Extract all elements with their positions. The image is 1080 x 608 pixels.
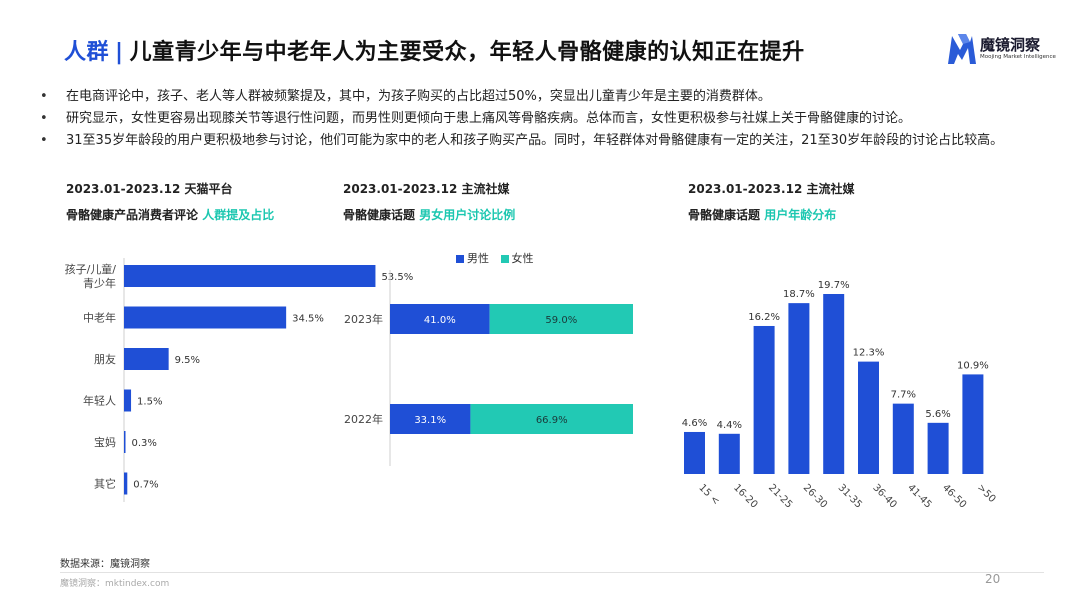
chart3-bar <box>892 403 914 474</box>
chart3-bar <box>823 294 845 474</box>
chart3-category-label: 26-30 <box>801 482 829 510</box>
chart1-bar <box>124 431 126 453</box>
chart3-category-label: 41-45 <box>905 482 933 510</box>
chart1-category-label: 朋友 <box>94 352 116 366</box>
legend-label-male: 男性 <box>467 252 489 265</box>
bullet-item: 在电商评论中，孩子、老人等人群被频繁提及，其中，为孩子购买的占比超过50%，突显… <box>38 86 1038 108</box>
chart3-value-label: 12.3% <box>853 348 885 359</box>
chart2-segment-label: 66.9% <box>536 415 568 426</box>
chart3-bar <box>962 374 984 474</box>
data-source: 数据来源：魔镜洞察 <box>60 559 150 570</box>
chart1-bar <box>124 389 132 412</box>
chart1-value-label: 1.5% <box>137 397 162 408</box>
chart3-subtitle-plain: 骨骼健康话题 <box>688 208 765 222</box>
chart1-value-label: 9.5% <box>175 355 200 366</box>
chart3-period: 2023.01-2023.12 主流社媒 <box>688 182 855 196</box>
legend-swatch-female <box>500 255 509 263</box>
legend-swatch-male <box>456 255 464 263</box>
chart3-bar <box>684 431 705 474</box>
chart3-bar <box>753 325 775 474</box>
legend-label-female: 女性 <box>511 252 534 265</box>
chart1-category-label: 其它 <box>94 477 116 491</box>
chart3-category-label: 31-35 <box>836 482 864 510</box>
chart1-category-label: 宝妈 <box>94 435 116 449</box>
chart-audience-mentions: 53.5% 孩子/儿童/青少年 34.5% 中老年 9.5% 朋友 1.5% 年轻人 0.3% 宝… <box>65 258 413 502</box>
legend-item-female: 女性 <box>500 252 534 265</box>
logo-m-icon <box>948 34 976 64</box>
chart1-value-label: 0.7% <box>133 480 158 491</box>
bullet-list: 在电商评论中，孩子、老人等人群被频繁提及，其中，为孩子购买的占比超过50%，突显… <box>38 86 1038 152</box>
chart2-bar-male <box>390 304 490 334</box>
chart3-category-label: 46-50 <box>940 482 968 510</box>
chart2-period: 2023.01-2023.12 主流社媒 <box>343 182 510 196</box>
chart2-bar-male <box>390 404 471 434</box>
page-title: 人群 | 儿童青少年与中老年人为主要受众，年轻人骨骼健康的认知正在提升 <box>64 34 805 66</box>
chart1-subtitle-highlight: 人群提及占比 <box>202 208 275 222</box>
chart1-category-label: 中老年 <box>83 311 116 325</box>
chart1-bar <box>124 348 169 370</box>
title-text: 儿童青少年与中老年人为主要受众，年轻人骨骼健康的认知正在提升 <box>129 40 805 65</box>
chart3-bar <box>718 433 740 474</box>
chart3-value-label: 7.7% <box>891 390 916 401</box>
chart3-bar <box>858 361 879 474</box>
chart1-category-label: 孩子/儿童/青少年 <box>65 262 117 290</box>
chart3-subtitle-highlight: 用户年龄分布 <box>764 208 837 222</box>
chart1-subtitle-plain: 骨骼健康产品消费者评论 <box>66 208 203 222</box>
logo-name: 魔镜洞察 <box>980 36 1041 54</box>
chart1-value-label: 53.5% <box>381 272 413 283</box>
chart2-subtitle-highlight: 男女用户讨论比例 <box>419 208 516 222</box>
chart1-category-label: 年轻人 <box>83 394 116 408</box>
chart3-bar <box>927 422 949 474</box>
chart-age-distribution: 4.6% 15 < 4.4% 16-20 16.2% 21-25 18.7% 26-30 19.… <box>682 280 998 511</box>
title-separator: | <box>115 40 124 65</box>
chart-gender-ratio: 41.0% 59.0% 2023年 33.1% 66.9% 2022年 <box>344 270 633 466</box>
chart2-category-label: 2023年 <box>344 312 383 326</box>
chart1-period: 2023.01-2023.12 天猫平台 <box>66 182 233 196</box>
chart1-value-label: 34.5% <box>292 314 324 325</box>
chart2-segment-label: 33.1% <box>414 415 446 426</box>
chart1-bar <box>124 306 287 329</box>
chart2-category-label: 2022年 <box>344 412 383 426</box>
chart2-segment-label: 41.0% <box>424 315 456 326</box>
chart3-value-label: 10.9% <box>957 360 989 371</box>
bullet-item: 研究显示，女性更容易出现膝关节等退行性问题，而男性则更倾向于患上痛风等骨骼疾病。… <box>38 108 1038 130</box>
chart3-bar <box>788 303 810 474</box>
chart1-value-label: 0.3% <box>132 438 157 449</box>
chart3-subtitle: 骨骼健康话题 用户年龄分布 <box>688 206 836 223</box>
chart3-category-label: 15 < <box>696 482 721 507</box>
logo-subtitle: Moojing Market Intelligence <box>980 54 1056 60</box>
chart3-category-label: 21-25 <box>766 482 794 510</box>
brand-logo: 魔镜洞察 Moojing Market Intelligence <box>946 32 1056 68</box>
page-number: 20 <box>985 572 1001 586</box>
chart3-category-label: 36-40 <box>870 482 898 510</box>
chart1-bar <box>124 472 128 495</box>
chart1-bar <box>124 265 376 287</box>
title-tag: 人群 <box>64 40 110 65</box>
chart3-value-label: 4.6% <box>682 418 707 429</box>
chart3-value-label: 18.7% <box>783 289 815 300</box>
chart3-value-label: 19.7% <box>818 280 850 291</box>
footer-divider <box>60 572 1044 573</box>
chart3-value-label: 16.2% <box>748 312 780 323</box>
chart2-subtitle-plain: 骨骼健康话题 <box>343 208 420 222</box>
footer-site: 魔镜洞察：mktindex.com <box>60 579 170 589</box>
chart3-category-label: >50 <box>975 482 998 505</box>
chart1-subtitle: 骨骼健康产品消费者评论 人群提及占比 <box>66 206 274 223</box>
chart3-category-label: 16-20 <box>731 482 759 510</box>
chart2-subtitle: 骨骼健康话题 男女用户讨论比例 <box>343 206 515 223</box>
chart2-bar-female <box>489 304 633 334</box>
bullet-item: 31至35岁年龄段的用户更积极地参与讨论，他们可能为家中的老人和孩子购买产品。同… <box>38 130 1038 152</box>
chart2-bar-female <box>470 404 633 434</box>
chart2-segment-label: 59.0% <box>545 315 577 326</box>
chart3-value-label: 5.6% <box>925 409 950 420</box>
chart3-value-label: 4.4% <box>717 420 742 431</box>
chart2-legend: 男性 女性 <box>456 250 542 266</box>
legend-item-male: 男性 <box>456 252 489 265</box>
